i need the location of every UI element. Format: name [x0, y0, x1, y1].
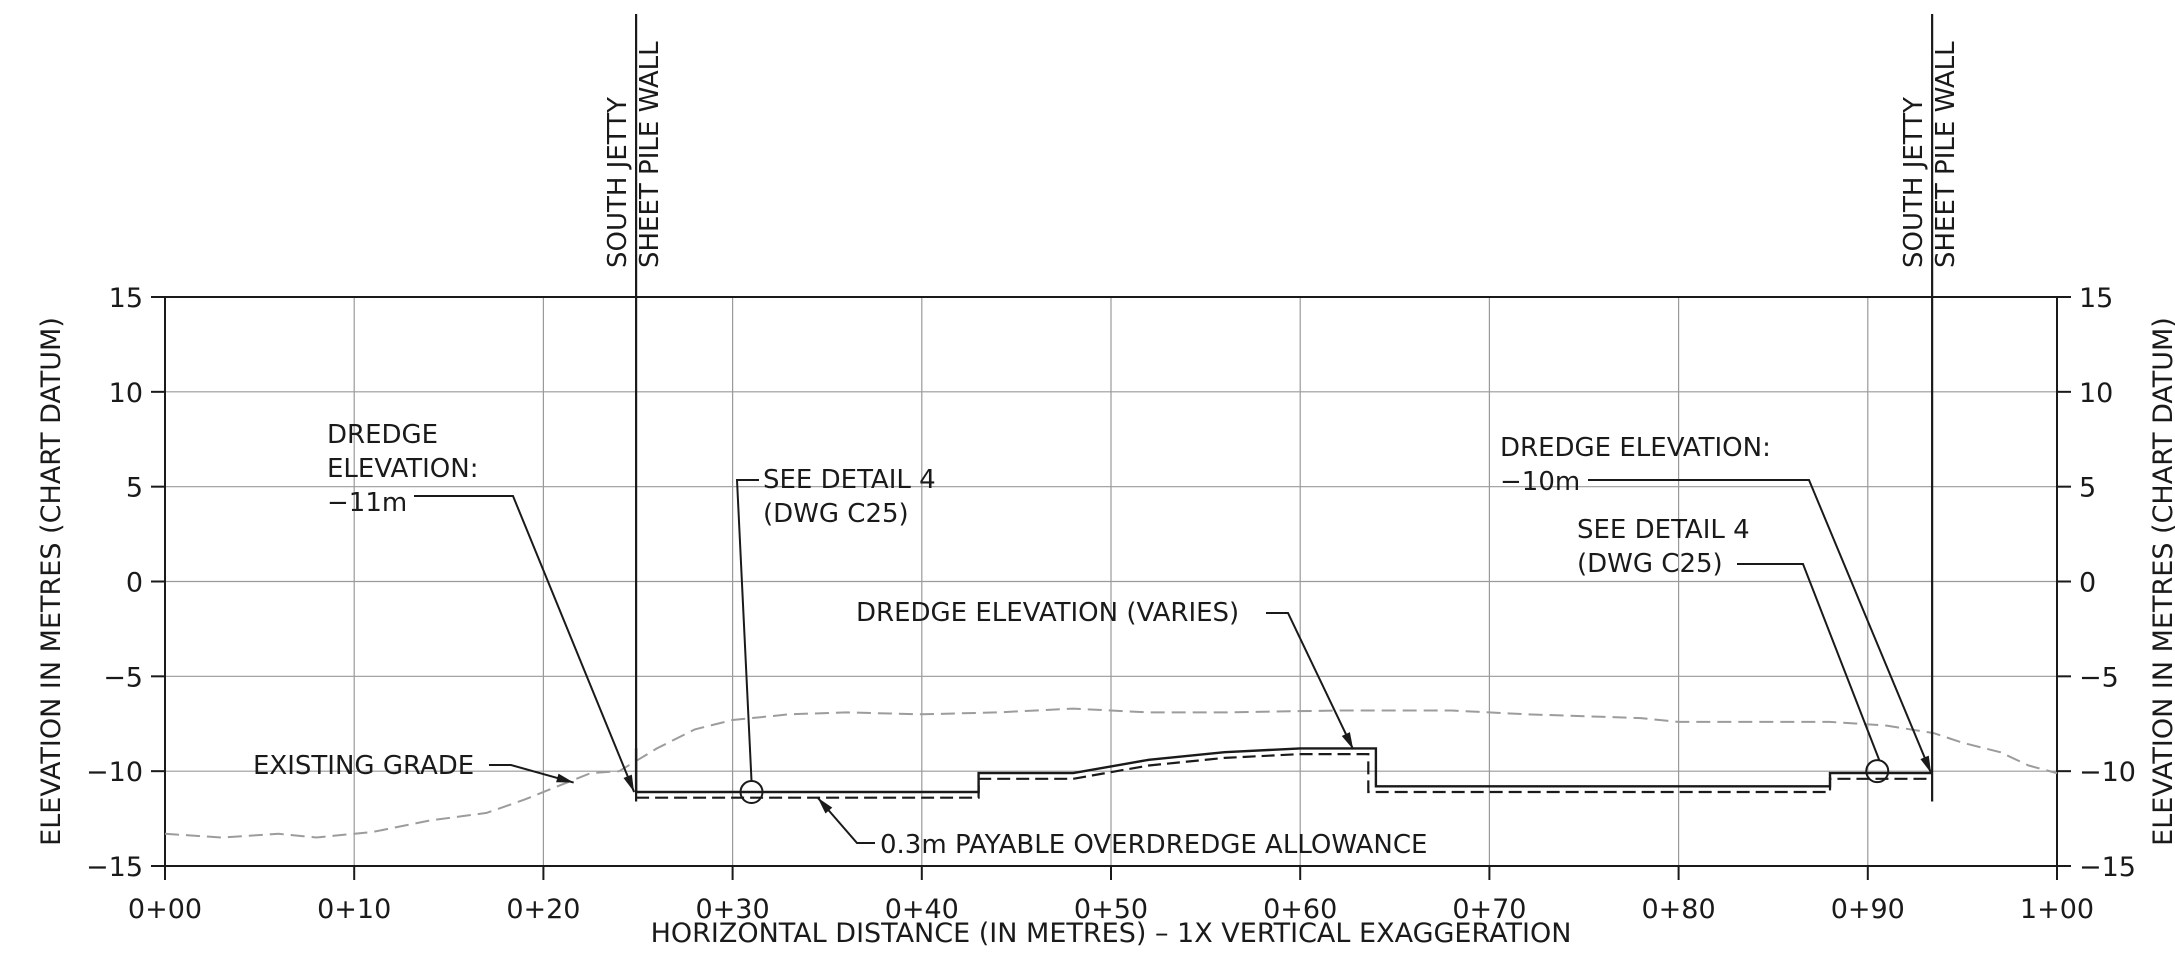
wall-label-line1: SOUTH JETTY — [1899, 97, 1929, 268]
y-tick-label-right: −10 — [2079, 757, 2136, 788]
y-tick-label-right: 0 — [2079, 568, 2096, 599]
x-axis-title: HORIZONTAL DISTANCE (IN METRES) – 1X VER… — [651, 918, 1572, 949]
detail-circle — [1865, 759, 1890, 784]
leader-existing-grade — [489, 764, 574, 784]
overdredge-allowance-line — [636, 753, 1933, 799]
y-tick-label-left: −5 — [103, 662, 143, 693]
y-tick-label-right: −15 — [2079, 852, 2136, 883]
x-tick-label: 0+40 — [885, 894, 959, 925]
annotation-see-detail-4-right: SEE DETAIL 4 — [1577, 515, 1750, 545]
y-axis-title-right: ELEVATION IN METRES (CHART DATUM) — [2148, 317, 2175, 846]
y-tick-label-left: 5 — [126, 473, 143, 504]
wall-label-line2: SHEET PILE WALL — [1931, 41, 1961, 268]
annotation-dredge-elevation-11m: DREDGE — [327, 420, 438, 450]
leader-arrow — [1920, 755, 1932, 774]
annotation-see-detail-4-left: SEE DETAIL 4 — [763, 465, 936, 495]
y-tick-label-right: −5 — [2079, 662, 2119, 693]
annotation-see-detail-4-left: (DWG C25) — [763, 499, 909, 529]
wall-label-line2: SHEET PILE WALL — [635, 41, 665, 268]
y-tick-label-left: −10 — [86, 757, 143, 788]
leader-dredge-elevation-11m — [414, 495, 636, 793]
x-tick-label: 1+00 — [2020, 894, 2094, 925]
plot-frame — [151, 296, 2071, 880]
series — [164, 707, 2058, 839]
leader-see-detail-4-right — [1737, 563, 1881, 761]
y-tick-label-left: 10 — [109, 378, 143, 409]
x-tick-label: 0+60 — [1263, 894, 1337, 925]
leader-overdredge-allowance — [816, 797, 875, 844]
annotation-dredge-elevation-10m: −10m — [1500, 467, 1580, 497]
leader-arrow — [1341, 732, 1354, 750]
annotation-dredge-elevation-11m: ELEVATION: — [327, 454, 478, 484]
leader-arrow — [623, 774, 635, 793]
x-tick-label: 0+30 — [696, 894, 770, 925]
sheet-pile-walls: SOUTH JETTY SHEET PILE WALL SOUTH JETTY SHE… — [603, 14, 1961, 802]
leader-dredge-elevation-10m — [1588, 479, 1933, 774]
annotations: DREDGE ELEVATION: −11m SEE DETAIL 4 (DWG C25… — [253, 420, 1933, 860]
y-tick-label-left: 15 — [109, 283, 143, 314]
annotation-overdredge-allowance: 0.3m PAYABLE OVERDREDGE ALLOWANCE — [880, 830, 1427, 860]
leader-arrow — [817, 797, 833, 814]
axis-titles: HORIZONTAL DISTANCE (IN METRES) – 1X VER… — [36, 317, 2175, 949]
y-tick-label-right: 10 — [2079, 378, 2113, 409]
leader-arrow — [556, 773, 574, 783]
y-tick-label-right: 5 — [2079, 473, 2096, 504]
leader-see-detail-4-left — [735, 479, 759, 782]
y-tick-label-left: −15 — [86, 852, 143, 883]
x-tick-label: 0+80 — [1642, 894, 1716, 925]
x-tick-label: 0+90 — [1831, 894, 1905, 925]
annotation-dredge-elevation-10m: DREDGE ELEVATION: — [1500, 433, 1771, 463]
y-tick-label-left: 0 — [126, 568, 143, 599]
leader-dredge-elevation-varies — [1266, 612, 1355, 750]
x-tick-label: 0+20 — [506, 894, 580, 925]
x-tick-label: 0+10 — [317, 894, 391, 925]
x-tick-label: 0+70 — [1452, 894, 1526, 925]
existing-grade-line — [164, 707, 2058, 839]
x-tick-label: 0+00 — [128, 894, 202, 925]
y-tick-label-right: 15 — [2079, 283, 2113, 314]
wall-label-line1: SOUTH JETTY — [603, 97, 633, 268]
annotation-see-detail-4-right: (DWG C25) — [1577, 549, 1723, 579]
annotation-dredge-elevation-varies: DREDGE ELEVATION (VARIES) — [856, 598, 1239, 628]
annotation-existing-grade: EXISTING GRADE — [253, 751, 474, 781]
tick-labels: 0+00 0+10 0+20 0+30 0+40 0+50 0+60 0+70 0+80 0+90… — [86, 283, 2136, 925]
x-tick-label: 0+50 — [1074, 894, 1148, 925]
y-axis-title-left: ELEVATION IN METRES (CHART DATUM) — [36, 317, 67, 846]
annotation-dredge-elevation-11m: −11m — [327, 488, 407, 518]
